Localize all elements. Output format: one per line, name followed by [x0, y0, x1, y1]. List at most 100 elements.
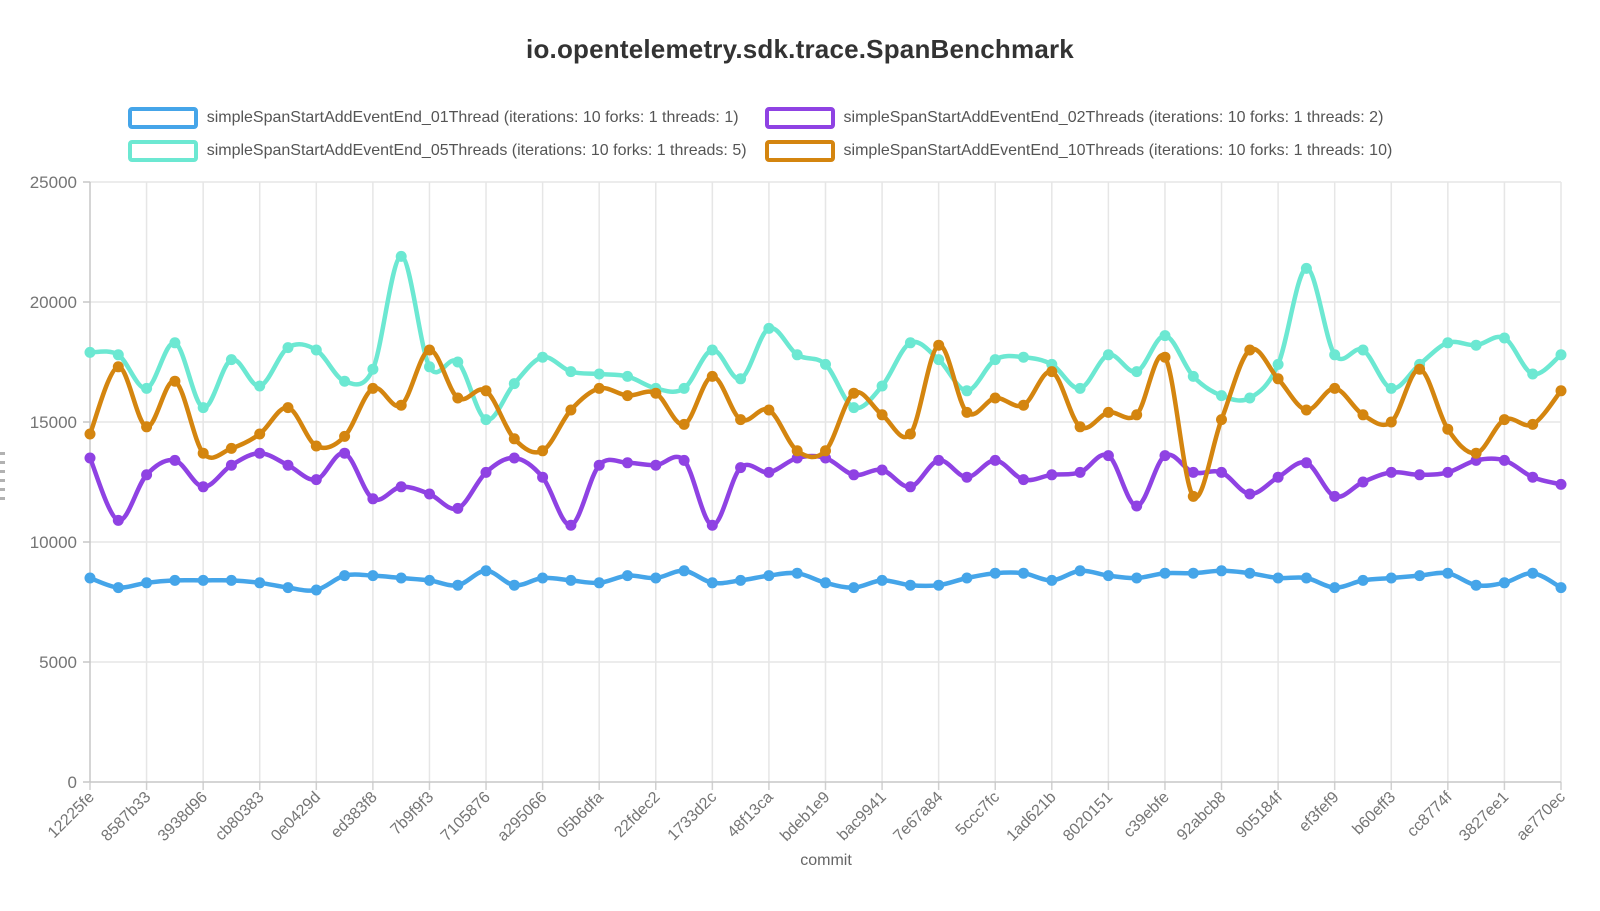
data-point-10threads[interactable]	[84, 428, 96, 440]
data-point-01thread[interactable]	[1385, 572, 1397, 584]
data-point-02threads[interactable]	[508, 452, 520, 464]
data-point-10threads[interactable]	[933, 339, 945, 351]
data-point-05threads[interactable]	[1159, 330, 1171, 342]
data-point-01thread[interactable]	[508, 579, 520, 591]
data-point-01thread[interactable]	[1329, 582, 1341, 594]
data-point-02threads[interactable]	[1300, 457, 1312, 469]
data-point-10threads[interactable]	[480, 385, 492, 397]
data-point-05threads[interactable]	[112, 349, 124, 361]
data-point-01thread[interactable]	[735, 574, 747, 586]
data-point-02threads[interactable]	[989, 454, 1001, 466]
data-point-05threads[interactable]	[791, 349, 803, 361]
data-point-01thread[interactable]	[1357, 574, 1369, 586]
data-point-01thread[interactable]	[225, 574, 237, 586]
data-point-05threads[interactable]	[367, 363, 379, 375]
data-point-01thread[interactable]	[1300, 572, 1312, 584]
data-point-01thread[interactable]	[480, 565, 492, 577]
data-point-05threads[interactable]	[1244, 392, 1256, 404]
data-point-02threads[interactable]	[876, 464, 888, 476]
data-point-02threads[interactable]	[1527, 471, 1539, 483]
data-point-05threads[interactable]	[1300, 262, 1312, 274]
data-point-01thread[interactable]	[452, 579, 464, 591]
data-point-10threads[interactable]	[706, 370, 718, 382]
data-point-10threads[interactable]	[622, 390, 633, 402]
data-point-01thread[interactable]	[593, 577, 605, 589]
data-point-10threads[interactable]	[537, 445, 549, 457]
data-point-05threads[interactable]	[622, 370, 633, 382]
legend-item-01thread[interactable]: simpleSpanStartAddEventEnd_01Thread (ite…	[127, 107, 747, 129]
data-point-05threads[interactable]	[933, 354, 945, 366]
data-point-02threads[interactable]	[141, 469, 153, 481]
data-point-10threads[interactable]	[565, 404, 577, 416]
data-point-02threads[interactable]	[1018, 474, 1029, 486]
data-point-05threads[interactable]	[763, 322, 775, 334]
data-point-05threads[interactable]	[904, 337, 916, 349]
data-point-01thread[interactable]	[1527, 567, 1539, 579]
data-point-05threads[interactable]	[1498, 332, 1510, 344]
data-point-02threads[interactable]	[367, 493, 379, 505]
data-point-02threads[interactable]	[1555, 478, 1567, 490]
data-point-10threads[interactable]	[1046, 366, 1058, 378]
data-point-01thread[interactable]	[820, 577, 831, 589]
data-point-05threads[interactable]	[84, 346, 96, 358]
data-point-10threads[interactable]	[1527, 418, 1539, 430]
data-point-05threads[interactable]	[254, 380, 266, 392]
data-point-02threads[interactable]	[1357, 476, 1369, 488]
data-point-05threads[interactable]	[1131, 366, 1143, 378]
legend-item-02threads[interactable]: simpleSpanStartAddEventEnd_02Threads (it…	[764, 107, 1393, 129]
data-point-05threads[interactable]	[480, 414, 492, 426]
data-point-05threads[interactable]	[225, 354, 237, 366]
data-point-01thread[interactable]	[424, 574, 435, 586]
data-point-01thread[interactable]	[904, 579, 916, 591]
data-point-01thread[interactable]	[1131, 572, 1143, 584]
data-point-05threads[interactable]	[1187, 370, 1199, 382]
data-point-02threads[interactable]	[1498, 454, 1510, 466]
data-point-02threads[interactable]	[424, 488, 435, 500]
data-point-05threads[interactable]	[169, 337, 181, 349]
data-point-01thread[interactable]	[650, 572, 662, 584]
data-point-02threads[interactable]	[282, 459, 294, 471]
data-point-10threads[interactable]	[424, 344, 435, 356]
data-point-05threads[interactable]	[1102, 349, 1114, 361]
data-point-02threads[interactable]	[1046, 469, 1058, 481]
data-point-01thread[interactable]	[1244, 567, 1256, 579]
data-point-10threads[interactable]	[1498, 414, 1510, 426]
data-point-10threads[interactable]	[169, 375, 181, 387]
data-point-10threads[interactable]	[1442, 423, 1454, 435]
data-point-01thread[interactable]	[197, 574, 209, 586]
data-point-10threads[interactable]	[1385, 416, 1397, 428]
data-point-05threads[interactable]	[339, 375, 351, 387]
data-point-02threads[interactable]	[339, 447, 351, 459]
data-point-02threads[interactable]	[565, 519, 577, 531]
data-point-05threads[interactable]	[424, 361, 435, 373]
data-point-02threads[interactable]	[1385, 466, 1397, 478]
data-point-01thread[interactable]	[763, 570, 775, 582]
data-point-02threads[interactable]	[1102, 450, 1114, 462]
data-point-10threads[interactable]	[1102, 406, 1114, 418]
data-point-10threads[interactable]	[961, 406, 973, 418]
data-point-05threads[interactable]	[1555, 349, 1567, 361]
data-point-01thread[interactable]	[1159, 567, 1171, 579]
data-point-05threads[interactable]	[820, 358, 831, 370]
data-point-05threads[interactable]	[565, 366, 577, 378]
data-point-10threads[interactable]	[791, 445, 803, 457]
data-point-01thread[interactable]	[1272, 572, 1284, 584]
data-point-05threads[interactable]	[1216, 390, 1227, 402]
data-point-10threads[interactable]	[1244, 344, 1256, 356]
data-point-02threads[interactable]	[1187, 466, 1199, 478]
data-point-05threads[interactable]	[282, 342, 294, 354]
data-point-01thread[interactable]	[1555, 582, 1567, 594]
data-point-05threads[interactable]	[1018, 351, 1029, 363]
data-point-01thread[interactable]	[537, 572, 549, 584]
data-point-10threads[interactable]	[225, 442, 237, 454]
data-point-02threads[interactable]	[1159, 450, 1171, 462]
data-point-10threads[interactable]	[678, 418, 690, 430]
data-point-10threads[interactable]	[650, 387, 662, 399]
legend-item-10threads[interactable]: simpleSpanStartAddEventEnd_10Threads (it…	[764, 140, 1392, 162]
data-point-02threads[interactable]	[480, 466, 492, 478]
data-point-10threads[interactable]	[735, 414, 747, 426]
data-point-01thread[interactable]	[706, 577, 718, 589]
data-point-10threads[interactable]	[763, 404, 775, 416]
data-point-10threads[interactable]	[989, 392, 1001, 404]
data-point-10threads[interactable]	[1018, 399, 1029, 411]
